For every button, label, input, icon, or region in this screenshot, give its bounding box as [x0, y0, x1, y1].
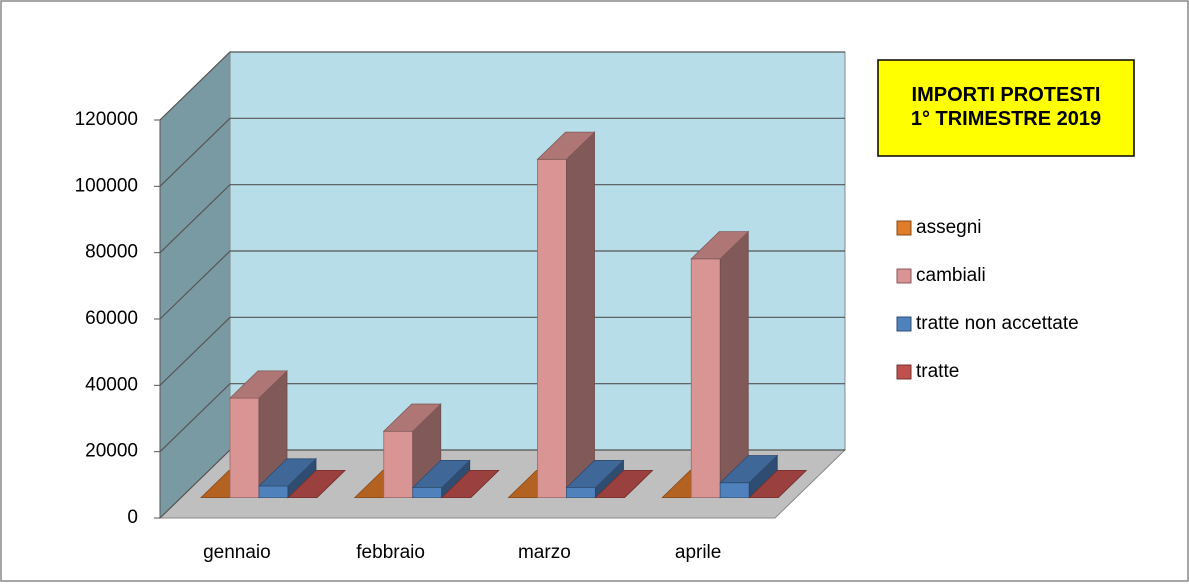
bar-front [537, 158, 567, 499]
bar-side [566, 131, 595, 499]
y-tick-label: 0 [127, 507, 138, 528]
x-tick-label: gennaio [203, 542, 271, 563]
bar-top [536, 131, 596, 160]
grid-line [159, 117, 845, 187]
bar-top [440, 469, 500, 499]
y-tick-label: 120000 [75, 109, 138, 130]
chart-title: IMPORTI PROTESTI 1° TRIMESTRE 2019 [911, 84, 1101, 130]
bar-top [382, 403, 442, 432]
x-tick-label: aprile [675, 542, 721, 563]
grid-line [159, 316, 845, 386]
grid-line [159, 51, 845, 121]
bar-front [719, 482, 750, 499]
legend-label: tratte non accettate [916, 313, 1079, 334]
bar-side [719, 230, 749, 499]
bar-top [748, 469, 808, 499]
bar-top [229, 370, 288, 399]
x-tick-label: marzo [518, 542, 571, 563]
y-tick-label: 40000 [85, 374, 138, 395]
bar [287, 469, 346, 499]
bar-top [719, 455, 779, 484]
x-tick-label: febbraio [356, 542, 425, 563]
bar [411, 459, 471, 499]
y-tick-label: 20000 [85, 441, 138, 462]
bar-top [594, 469, 654, 499]
grid-line [159, 383, 845, 453]
bar-front [383, 430, 414, 499]
y-tick-label: 60000 [85, 308, 138, 329]
bar [719, 454, 779, 499]
bar [258, 457, 317, 499]
bar [565, 459, 625, 499]
bar-top [411, 460, 471, 489]
bar [594, 469, 654, 499]
legend-label: tratte [916, 361, 959, 382]
y-tick-label: 80000 [85, 242, 138, 263]
bar-front [412, 487, 443, 499]
bar [690, 230, 750, 499]
legend-label: cambiali [916, 265, 986, 286]
bar-top [258, 458, 317, 487]
legend-swatch [896, 220, 912, 236]
bar [229, 369, 288, 499]
bar-front [229, 397, 260, 499]
bar-top [690, 231, 750, 260]
bar-front [690, 258, 721, 499]
legend-swatch [896, 364, 912, 380]
title-box [877, 59, 1135, 157]
y-tick-label: 100000 [75, 175, 138, 196]
bar-top [565, 460, 625, 489]
bar [440, 469, 500, 499]
bar-front [566, 487, 596, 499]
bar-top [287, 469, 346, 499]
bar [536, 131, 596, 499]
legend-swatch [896, 316, 912, 332]
legend-swatch [896, 268, 912, 284]
grid-line [159, 184, 845, 254]
bar-front [258, 485, 289, 499]
legend-label: assegni [916, 217, 982, 238]
bar [748, 469, 808, 499]
grid-line [159, 250, 845, 320]
